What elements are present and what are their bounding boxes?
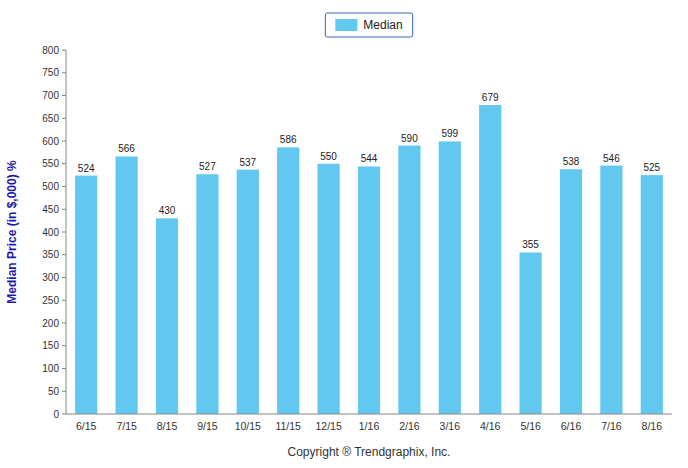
y-tick-label: 800 bbox=[42, 45, 59, 56]
data-label: 566 bbox=[118, 143, 135, 154]
y-tick-label: 450 bbox=[42, 204, 59, 215]
data-label: 599 bbox=[441, 128, 458, 139]
y-tick bbox=[62, 209, 66, 210]
x-tick-label: 6/15 bbox=[76, 420, 97, 432]
y-tick bbox=[62, 391, 66, 392]
data-label: 524 bbox=[78, 163, 95, 174]
y-tick-label: 650 bbox=[42, 113, 59, 124]
x-tick-label: 4/16 bbox=[480, 420, 501, 432]
y-tick-label: 100 bbox=[42, 363, 59, 374]
y-tick bbox=[62, 345, 66, 346]
y-tick bbox=[62, 323, 66, 324]
y-tick bbox=[62, 300, 66, 301]
legend-label: Median bbox=[363, 18, 402, 32]
y-tick-label: 400 bbox=[42, 227, 59, 238]
y-tick-label: 500 bbox=[42, 181, 59, 192]
bar bbox=[439, 141, 461, 414]
x-axis-line bbox=[66, 414, 672, 415]
y-tick bbox=[62, 95, 66, 96]
y-tick-label: 600 bbox=[42, 136, 59, 147]
x-tick-label: 7/16 bbox=[601, 420, 622, 432]
y-tick bbox=[62, 186, 66, 187]
x-tick-label: 6/16 bbox=[561, 420, 582, 432]
data-label: 355 bbox=[522, 239, 539, 250]
y-tick-label: 0 bbox=[53, 409, 59, 420]
legend-frame bbox=[325, 13, 412, 37]
data-label: 538 bbox=[563, 156, 580, 167]
y-tick bbox=[62, 118, 66, 119]
y-tick-label: 700 bbox=[42, 90, 59, 101]
legend-swatch bbox=[335, 19, 357, 31]
y-tick-label: 250 bbox=[42, 295, 59, 306]
x-tick-label: 11/15 bbox=[275, 420, 301, 432]
y-tick bbox=[62, 414, 66, 415]
bar bbox=[479, 105, 501, 414]
y-tick-label: 200 bbox=[42, 318, 59, 329]
y-tick bbox=[62, 254, 66, 255]
data-label: 546 bbox=[603, 153, 620, 164]
x-tick-label: 7/15 bbox=[116, 420, 137, 432]
x-tick-label: 3/16 bbox=[440, 420, 461, 432]
x-tick-label: 2/16 bbox=[399, 420, 420, 432]
y-tick bbox=[62, 72, 66, 73]
x-tick-label: 10/15 bbox=[235, 420, 261, 432]
y-tick-label: 300 bbox=[42, 272, 59, 283]
chart-svg: 524 566 430 527 537 586 550 544 590 599 679 355 538 5… bbox=[0, 0, 688, 468]
data-label: 525 bbox=[643, 162, 660, 173]
bar bbox=[156, 218, 178, 414]
y-tick bbox=[62, 141, 66, 142]
bar bbox=[196, 174, 218, 414]
x-tick-label: 12/15 bbox=[315, 420, 341, 432]
axes: 0 50 100 150 200 250 300 350 400 450 500 550 600 650 7… bbox=[42, 45, 672, 433]
bar bbox=[398, 146, 420, 414]
bar bbox=[75, 176, 97, 414]
legend: Median bbox=[325, 13, 412, 37]
x-tick-label: 5/16 bbox=[520, 420, 541, 432]
bar bbox=[641, 175, 663, 414]
bar bbox=[237, 170, 259, 414]
y-tick-label: 350 bbox=[42, 249, 59, 260]
data-label: 590 bbox=[401, 133, 418, 144]
data-label: 537 bbox=[239, 157, 256, 168]
bar bbox=[317, 164, 339, 414]
data-label: 586 bbox=[280, 134, 297, 145]
bar bbox=[560, 169, 582, 414]
bar bbox=[600, 166, 622, 414]
data-label: 527 bbox=[199, 161, 216, 172]
bar bbox=[115, 156, 137, 414]
y-axis-label: Median Price (in $,000) % bbox=[5, 160, 19, 304]
y-tick bbox=[62, 277, 66, 278]
bar bbox=[358, 166, 380, 414]
data-labels: 524 566 430 527 537 586 550 544 590 599 679 355 538 5… bbox=[78, 92, 661, 250]
y-tick bbox=[62, 368, 66, 369]
data-label: 550 bbox=[320, 151, 337, 162]
y-tick bbox=[62, 232, 66, 233]
data-label: 544 bbox=[361, 153, 378, 164]
y-tick-label: 750 bbox=[42, 67, 59, 78]
x-tick-label: 8/15 bbox=[157, 420, 178, 432]
data-label: 430 bbox=[159, 205, 176, 216]
bar bbox=[277, 147, 299, 414]
x-tick-label: 1/16 bbox=[359, 420, 380, 432]
bar bbox=[519, 252, 541, 414]
y-tick bbox=[62, 163, 66, 164]
y-tick-label: 150 bbox=[42, 340, 59, 351]
x-tick-label: 8/16 bbox=[642, 420, 663, 432]
y-tick bbox=[62, 50, 66, 51]
y-tick-label: 550 bbox=[42, 158, 59, 169]
x-tick-label: 9/15 bbox=[197, 420, 218, 432]
y-tick-label: 50 bbox=[48, 386, 60, 397]
data-label: 679 bbox=[482, 92, 499, 103]
bars bbox=[75, 105, 663, 414]
x-axis-label: Copyright ® Trendgraphix, Inc. bbox=[288, 445, 451, 459]
chart-container: 524 566 430 527 537 586 550 544 590 599 679 355 538 5… bbox=[0, 0, 688, 468]
